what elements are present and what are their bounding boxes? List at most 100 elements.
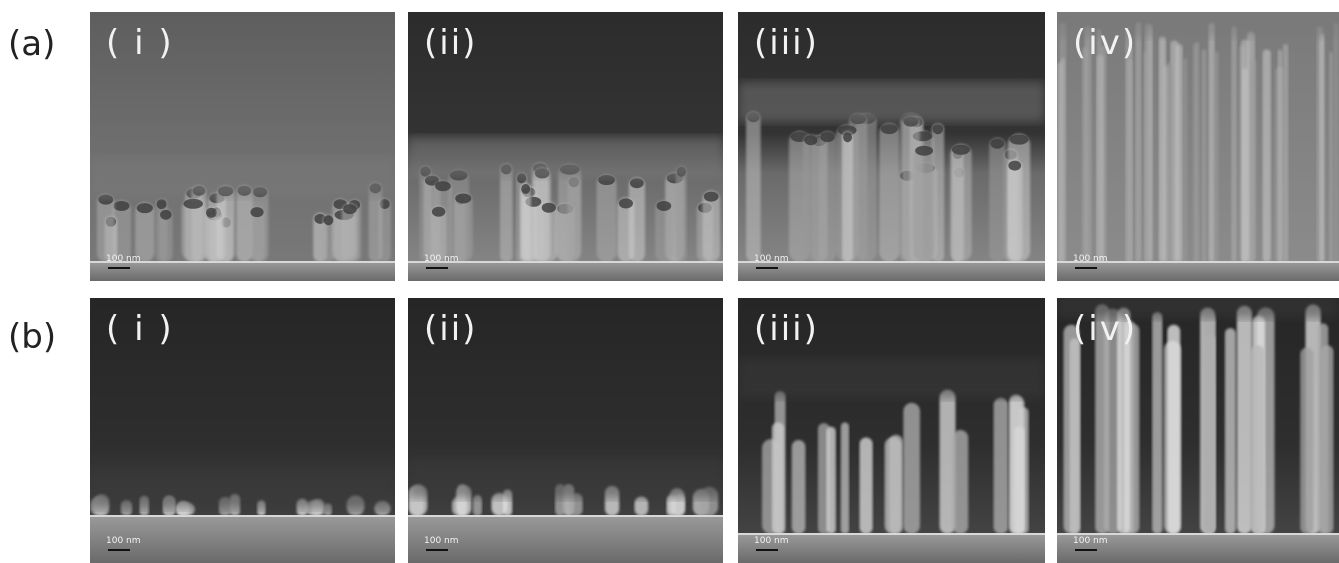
haze (90, 157, 395, 197)
sem-image: ( i ) 100 nm (90, 12, 395, 281)
nanopillar (500, 163, 513, 262)
sem-image: (iv) 100 nm (1057, 278, 1339, 563)
nanopillar (597, 174, 617, 262)
nanopillar (885, 437, 902, 534)
pore (455, 193, 471, 203)
panel-label: (iv) (1073, 23, 1137, 63)
scale-text: 100 nm (424, 254, 459, 264)
pore (933, 124, 943, 134)
scale-text: 100 nm (106, 254, 141, 264)
nanopillar (1237, 306, 1252, 534)
nanopillar (1152, 312, 1162, 534)
pore (657, 201, 672, 211)
nanopillar (819, 131, 837, 262)
pore (990, 139, 1004, 149)
scale-text: 100 nm (424, 536, 459, 546)
pore (157, 199, 167, 209)
panel-label: (ii) (424, 23, 477, 63)
pore (343, 204, 357, 214)
nanopillar (841, 422, 849, 534)
panel-label: (iii) (754, 309, 819, 349)
nanopillar (989, 138, 1005, 262)
nanopillar (666, 495, 675, 516)
pore (250, 207, 263, 217)
nanopillar (1145, 23, 1153, 262)
nanopillar (1167, 325, 1180, 534)
scale-bar (426, 549, 448, 551)
nanopillar (1183, 58, 1188, 262)
nanopillar (860, 437, 873, 534)
scale-text: 100 nm (1073, 254, 1108, 264)
nanopillar (1225, 328, 1236, 534)
pore (1008, 161, 1021, 171)
nanopillar (953, 430, 969, 534)
nanopillar (1300, 348, 1313, 534)
figure: (a)( i )100 nm(ii)100 nm(iii)100 nm(iv)1… (0, 0, 1339, 563)
pore (915, 146, 933, 156)
nanopillar (1278, 49, 1283, 262)
nanopillar (879, 123, 899, 262)
nanopillar (1320, 34, 1325, 262)
sem-image: (iii) 100 nm (738, 12, 1045, 281)
pore (542, 203, 556, 213)
scale-text: 100 nm (754, 536, 789, 546)
panel-label: (iv) (1073, 309, 1137, 349)
panel-label: (iii) (754, 23, 819, 63)
pore (820, 132, 835, 142)
haze (738, 82, 1045, 122)
nanopillar (803, 134, 819, 262)
nanopillar (913, 145, 934, 262)
sem-image: (iii) 100 nm (738, 298, 1045, 563)
nanopillar (473, 495, 482, 516)
nanopillar (1126, 60, 1132, 262)
pore (630, 178, 644, 188)
nanopillar (1195, 42, 1200, 262)
nanopillar (1097, 29, 1101, 262)
nanopillar (842, 131, 853, 262)
substrate (1057, 262, 1339, 281)
panel-label: (ii) (424, 309, 477, 349)
pore (704, 192, 719, 202)
pore (432, 207, 445, 217)
pore (183, 199, 202, 209)
scale-bar (426, 267, 448, 269)
nanopillar (1329, 52, 1333, 262)
pore (952, 145, 970, 155)
scale-text: 100 nm (1073, 536, 1108, 546)
scale-bar (108, 267, 130, 269)
nanopillar (1263, 49, 1271, 262)
pore (137, 203, 153, 213)
nanopillar (1059, 23, 1066, 262)
nanopillar (558, 164, 581, 262)
scale-bar (756, 267, 778, 269)
nanopillar (520, 183, 531, 262)
nanopillar (1250, 59, 1256, 262)
nanopillar (826, 427, 835, 534)
substrate (90, 262, 395, 281)
scale-text: 100 nm (754, 254, 789, 264)
nanopillar (1010, 396, 1025, 534)
sem-image: (iv) 100 nm (1057, 0, 1339, 281)
haze (408, 137, 723, 177)
nanopillar (903, 403, 920, 534)
nanopillar (1082, 47, 1088, 262)
pore (804, 135, 817, 145)
nanopillar (1321, 345, 1334, 534)
scale-bar (1075, 267, 1097, 269)
scale-bar (108, 549, 130, 551)
pore (1010, 135, 1029, 145)
nanopillar (1333, 23, 1338, 262)
pore (206, 208, 217, 218)
pore (324, 215, 334, 225)
nanopillar (634, 496, 648, 516)
scale-bar (756, 549, 778, 551)
pore (619, 198, 633, 208)
nanopillar (1231, 26, 1237, 262)
panel-label: ( i ) (106, 23, 174, 63)
pore (881, 124, 898, 134)
substrate (738, 262, 1045, 281)
scale-text: 100 nm (106, 536, 141, 546)
pore (160, 210, 171, 220)
nanopillar (994, 398, 1009, 534)
pore (435, 181, 451, 191)
